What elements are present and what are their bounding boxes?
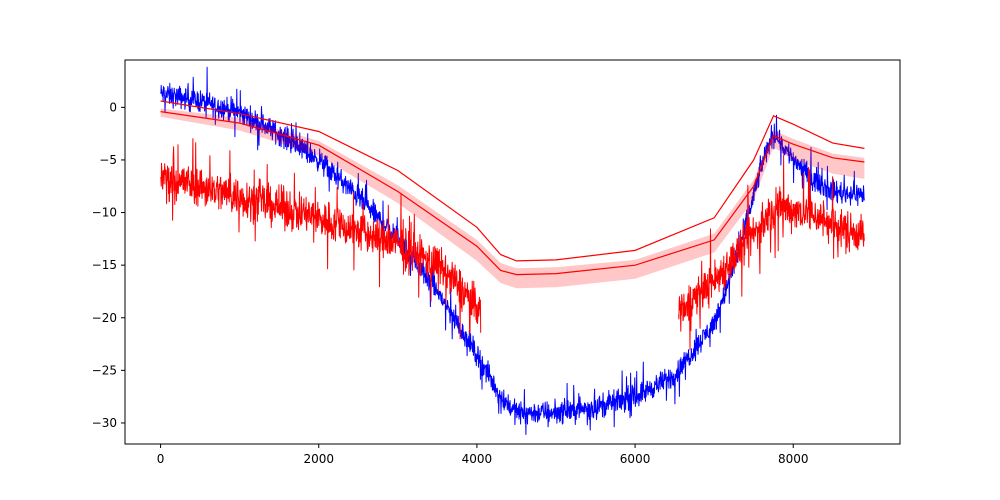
x-tick-label: 0 [157,452,165,466]
axis-layer: 0 2000 4000 6000 8000 0 −5 −10 −15 −20 −25 −30 [92,100,809,466]
series-1-line-0 [160,138,482,340]
series-1-line-1 [678,154,865,351]
y-tick-label: −5 [99,153,117,167]
y-tick-label: −10 [92,206,117,220]
y-tick-label: −15 [92,258,117,272]
series-2-band [160,108,865,289]
series-2-line [160,111,865,276]
x-tick-label: 4000 [462,452,493,466]
y-tick-label: −30 [92,416,117,430]
y-tick-label: −25 [92,363,117,377]
x-tick-label: 6000 [620,452,651,466]
x-tick-label: 8000 [778,452,809,466]
y-tick-label: −20 [92,311,117,325]
y-tick-label: 0 [109,100,117,114]
series-3-line [160,100,865,262]
x-tick-label: 2000 [303,452,334,466]
plot-frame [124,59,901,445]
plot-layer [160,66,865,435]
